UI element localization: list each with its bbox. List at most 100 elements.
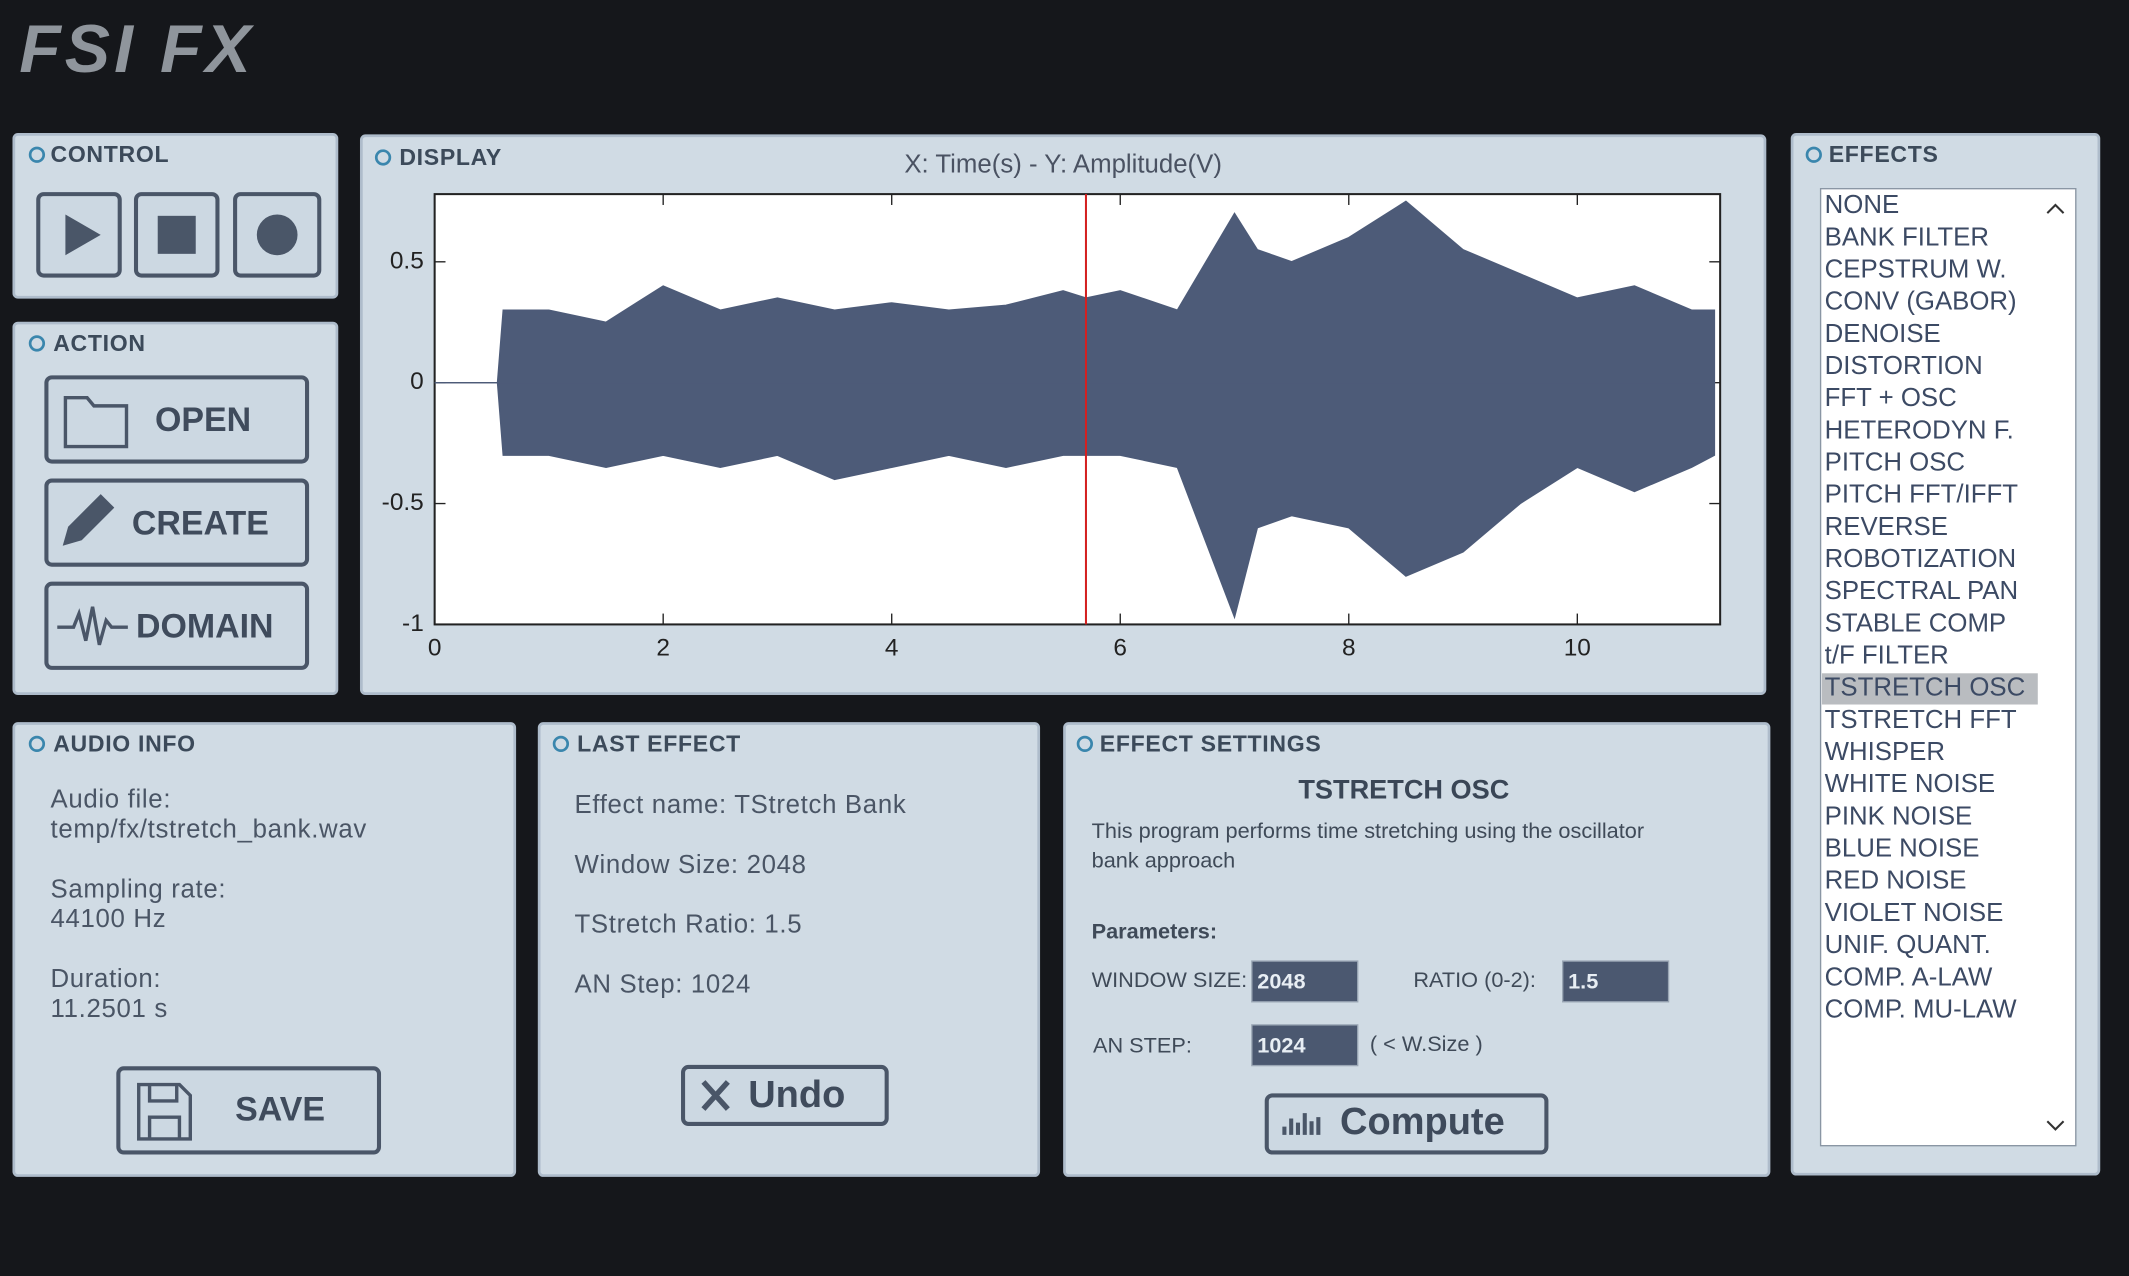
panel-title: LAST EFFECT bbox=[577, 730, 741, 756]
effect-item[interactable]: COMP. A-LAW bbox=[1825, 963, 1993, 991]
x-tick-label: 4 bbox=[885, 634, 899, 661]
effect-item[interactable]: CEPSTRUM W. bbox=[1825, 255, 2007, 283]
effect-item[interactable]: ROBOTIZATION bbox=[1825, 545, 2016, 573]
effect-item[interactable]: t/F FILTER bbox=[1825, 642, 1949, 670]
panel-dot bbox=[1076, 735, 1094, 753]
panel-dot bbox=[28, 146, 46, 163]
button-label: Undo bbox=[748, 1074, 845, 1116]
x-icon bbox=[701, 1080, 730, 1111]
parameters-label: Parameters: bbox=[1092, 918, 1217, 943]
info-text: Effect name: TStretch Bank bbox=[574, 791, 906, 819]
effect-settings-panel bbox=[1063, 722, 1771, 1177]
audio-info-panel bbox=[12, 722, 517, 1177]
folder-icon bbox=[63, 396, 129, 449]
record-icon bbox=[256, 214, 298, 256]
undo-button[interactable] bbox=[681, 1064, 889, 1127]
scroll-arrows[interactable] bbox=[2046, 203, 2065, 1131]
effect-item[interactable]: RED NOISE bbox=[1825, 867, 1967, 895]
y-tick-label: 0 bbox=[410, 368, 424, 395]
info-text: TStretch Ratio: 1.5 bbox=[574, 911, 802, 939]
logo: FSI FX bbox=[19, 12, 255, 87]
effect-item[interactable]: FFT + OSC bbox=[1825, 384, 1957, 412]
x-tick-label: 0 bbox=[428, 634, 442, 661]
info-text: Duration: bbox=[50, 965, 161, 993]
button-label: CREATE bbox=[132, 504, 269, 542]
panel-title: EFFECT SETTINGS bbox=[1100, 730, 1322, 756]
stop-icon bbox=[157, 215, 196, 254]
param-label: RATIO (0-2): bbox=[1413, 967, 1536, 992]
y-tick-label: 0.5 bbox=[390, 247, 424, 274]
x-tick-label: 8 bbox=[1342, 634, 1356, 661]
button-label: OPEN bbox=[155, 401, 251, 439]
compute-button[interactable] bbox=[1264, 1093, 1549, 1155]
panel-dot bbox=[28, 735, 46, 753]
axis-title: X: Time(s) - Y: Amplitude(V) bbox=[904, 150, 1222, 178]
create-button[interactable] bbox=[44, 478, 310, 567]
effect-item[interactable]: TSTRETCH OSC bbox=[1825, 674, 2026, 702]
info-text: temp/fx/tstretch_bank.wav bbox=[50, 816, 366, 844]
effect-item[interactable]: DENOISE bbox=[1825, 320, 1941, 348]
effect-item[interactable]: SPECTRAL PAN bbox=[1825, 577, 2018, 605]
ratio-input[interactable] bbox=[1562, 960, 1670, 1003]
panel-dot bbox=[374, 149, 392, 166]
effect-name: TSTRETCH OSC bbox=[1298, 774, 1509, 805]
input-value: 2048 bbox=[1257, 969, 1305, 994]
effect-item[interactable]: VIOLET NOISE bbox=[1825, 899, 2004, 927]
y-tick-label: -1 bbox=[402, 610, 424, 637]
input-value: 1024 bbox=[1257, 1032, 1305, 1057]
effects-listbox[interactable] bbox=[1819, 188, 2077, 1147]
x-tick-label: 2 bbox=[656, 634, 670, 661]
button-label: Compute bbox=[1340, 1101, 1505, 1143]
info-text: 11.2501 s bbox=[50, 995, 167, 1023]
effect-item[interactable]: COMP. MU-LAW bbox=[1825, 995, 2018, 1023]
button-label: SAVE bbox=[235, 1091, 325, 1129]
window-size-input[interactable] bbox=[1251, 960, 1359, 1003]
waveform-upper bbox=[434, 200, 1716, 384]
panel-dot bbox=[28, 335, 46, 352]
param-label: WINDOW SIZE: bbox=[1092, 967, 1248, 992]
button-label: DOMAIN bbox=[136, 607, 274, 645]
effect-item[interactable]: BANK FILTER bbox=[1825, 223, 1989, 251]
panel-dot bbox=[552, 735, 570, 753]
panel-title: CONTROL bbox=[50, 141, 169, 167]
info-text: Window Size: 2048 bbox=[574, 851, 806, 879]
param-label: AN STEP: bbox=[1093, 1032, 1192, 1057]
domain-button[interactable] bbox=[44, 581, 310, 670]
open-button[interactable] bbox=[44, 375, 310, 464]
effect-item[interactable]: DISTORTION bbox=[1825, 352, 1983, 380]
panel-title: DISPLAY bbox=[399, 144, 502, 170]
panel-title: EFFECTS bbox=[1829, 141, 1939, 167]
input-value: 1.5 bbox=[1568, 969, 1598, 994]
last-effect-panel bbox=[537, 722, 1041, 1177]
effect-item[interactable]: PINK NOISE bbox=[1825, 802, 1973, 830]
panel-dot bbox=[1805, 146, 1822, 163]
effect-item[interactable]: CONV (GABOR) bbox=[1825, 288, 2017, 316]
panel-title: ACTION bbox=[53, 330, 145, 356]
description: bank approach bbox=[1092, 848, 1236, 873]
effect-item[interactable]: STABLE COMP bbox=[1825, 609, 2006, 637]
effect-item[interactable]: REVERSE bbox=[1825, 513, 1948, 541]
floppy-icon bbox=[137, 1082, 193, 1141]
description: This program performs time stretching us… bbox=[1092, 818, 1644, 843]
info-text: Audio file: bbox=[50, 786, 171, 814]
wave-icon bbox=[57, 606, 128, 646]
panel-title: AUDIO INFO bbox=[53, 730, 196, 756]
param-hint: ( < W.Size ) bbox=[1370, 1031, 1483, 1056]
waveform-lower bbox=[434, 381, 1716, 620]
y-tick-label: -0.5 bbox=[382, 489, 424, 516]
pencil-icon bbox=[62, 494, 115, 546]
bars-icon bbox=[1282, 1113, 1321, 1135]
effect-item[interactable]: NONE bbox=[1825, 191, 1900, 219]
effect-item[interactable]: PITCH OSC bbox=[1825, 449, 1965, 477]
info-text: Sampling rate: bbox=[50, 875, 226, 903]
an-step-input[interactable] bbox=[1251, 1024, 1359, 1067]
effect-item[interactable]: PITCH FFT/IFFT bbox=[1825, 481, 2019, 509]
effect-item[interactable]: TSTRETCH FFT bbox=[1825, 706, 2017, 734]
effect-item[interactable]: HETERODYN F. bbox=[1825, 416, 2014, 444]
effect-item[interactable]: WHITE NOISE bbox=[1825, 770, 1995, 798]
effect-item[interactable]: UNIF. QUANT. bbox=[1825, 931, 1991, 959]
effect-item[interactable]: WHISPER bbox=[1825, 738, 1945, 766]
effect-item[interactable]: BLUE NOISE bbox=[1825, 835, 1980, 863]
x-tick-label: 6 bbox=[1113, 634, 1127, 661]
